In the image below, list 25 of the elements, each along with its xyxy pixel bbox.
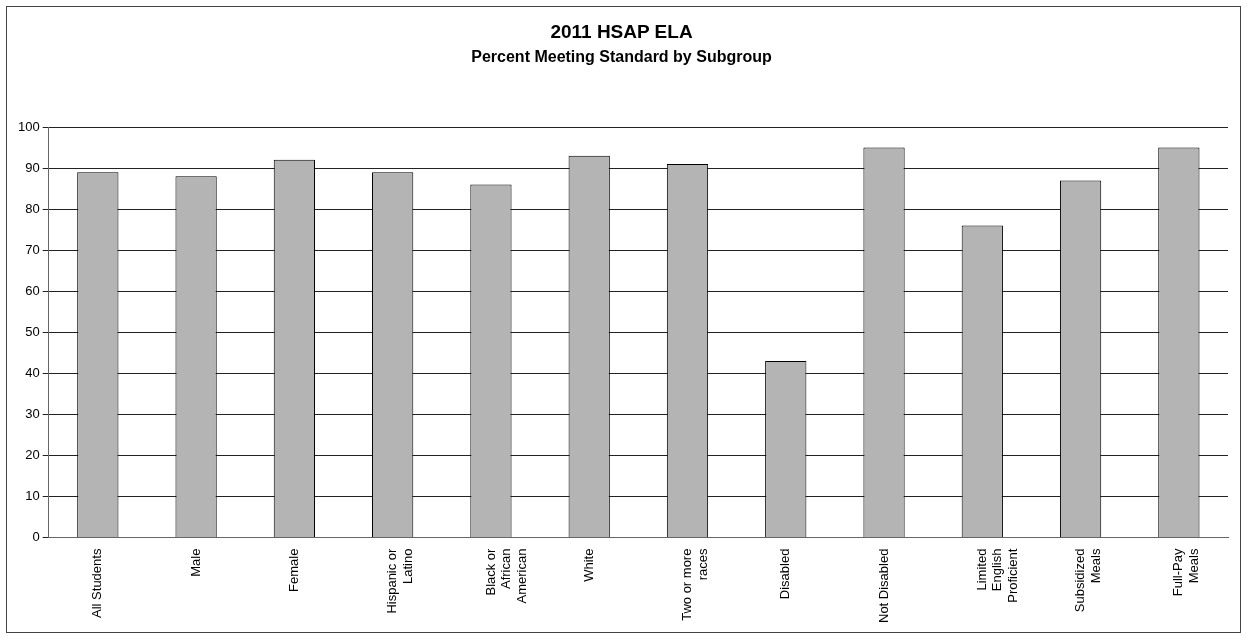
y-tick-label: 100: [17, 118, 40, 134]
x-tick-label: Male: [187, 548, 203, 577]
y-tick-label: 40: [25, 364, 40, 380]
y-tick-label: 90: [25, 159, 40, 175]
x-tick-label: White: [580, 548, 596, 582]
x-tick-label: Disabled: [777, 548, 793, 600]
y-tick-label: 10: [25, 488, 40, 504]
x-tick-label: Black or African American: [482, 547, 529, 604]
y-tick-label: 20: [25, 447, 40, 463]
x-tick-label: Full-Pay Meals: [1170, 548, 1202, 597]
x-tick-label: Two or more races: [679, 548, 710, 621]
x-tick-label: Limited English Proficient: [973, 548, 1021, 603]
y-tick-label: 60: [25, 282, 40, 298]
y-tick-label: 80: [25, 200, 40, 216]
y-tick-label: 30: [25, 405, 40, 421]
x-tick-label: Not Disabled: [875, 548, 891, 624]
y-tick-label: 50: [25, 323, 40, 339]
y-tick-label: 70: [25, 241, 40, 257]
x-tick-label: All Students: [89, 548, 105, 618]
x-tick-label: Subsidized Meals: [1072, 548, 1103, 613]
y-tick-label: 0: [32, 529, 40, 545]
x-tick-label: Hispanic or Latino: [384, 547, 415, 614]
x-tick-label: Female: [285, 548, 301, 592]
chart-title: 2011 HSAP ELA: [550, 20, 693, 42]
chart-subtitle: Percent Meeting Standard by Subgroup: [471, 47, 772, 65]
